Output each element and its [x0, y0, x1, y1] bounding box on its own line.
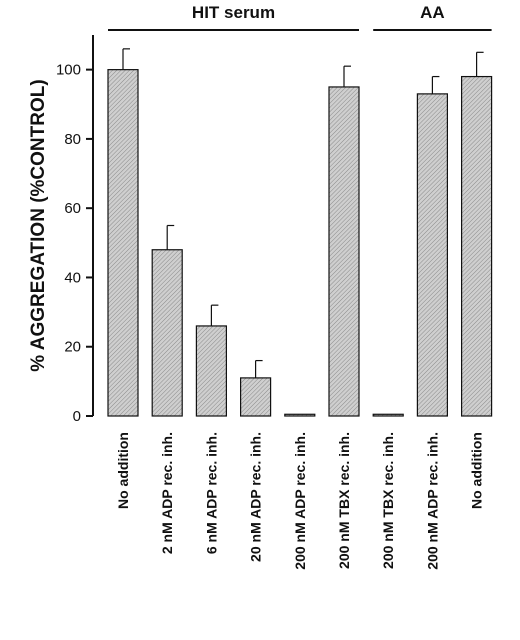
y-axis-title: % AGGREGATION (%CONTROL): [28, 79, 49, 371]
bar: [328, 86, 360, 417]
group-label: HIT serum: [192, 3, 275, 22]
x-tick-label: No addition: [115, 432, 131, 509]
y-tick-label: 60: [64, 200, 81, 217]
x-tick-label: 20 nM ADP rec. inh.: [248, 432, 264, 562]
y-tick-label: 100: [56, 62, 81, 79]
bar: [195, 325, 227, 417]
x-tick-label: 6 nM ADP rec. inh.: [203, 432, 219, 554]
bar: [151, 249, 183, 417]
plot-area: 0 20 40 60 80 100 % AGGREGATION (%CONTROL) No a…: [28, 3, 493, 570]
y-tick-label: 0: [73, 408, 81, 425]
x-tick-label: 200 nM TBX rec. inh.: [336, 432, 352, 569]
x-tick-label: 200 nM ADP rec. inh.: [292, 432, 308, 570]
y-tick-label: 40: [64, 269, 81, 286]
y-tick-label: 20: [64, 339, 81, 356]
bar: [240, 377, 272, 417]
bar: [107, 69, 139, 417]
bar: [461, 75, 493, 417]
bar: [416, 93, 448, 417]
bar: [284, 413, 316, 417]
x-tick-label: 2 nM ADP rec. inh.: [159, 432, 175, 554]
x-tick-label: 200 nM ADP rec. inh.: [424, 432, 440, 570]
x-tick-label: No addition: [469, 432, 485, 509]
group-label: AA: [420, 3, 445, 22]
y-tick-label: 80: [64, 131, 81, 148]
x-tick-label: 200 nM TBX rec. inh.: [380, 432, 396, 569]
bar: [372, 413, 404, 417]
